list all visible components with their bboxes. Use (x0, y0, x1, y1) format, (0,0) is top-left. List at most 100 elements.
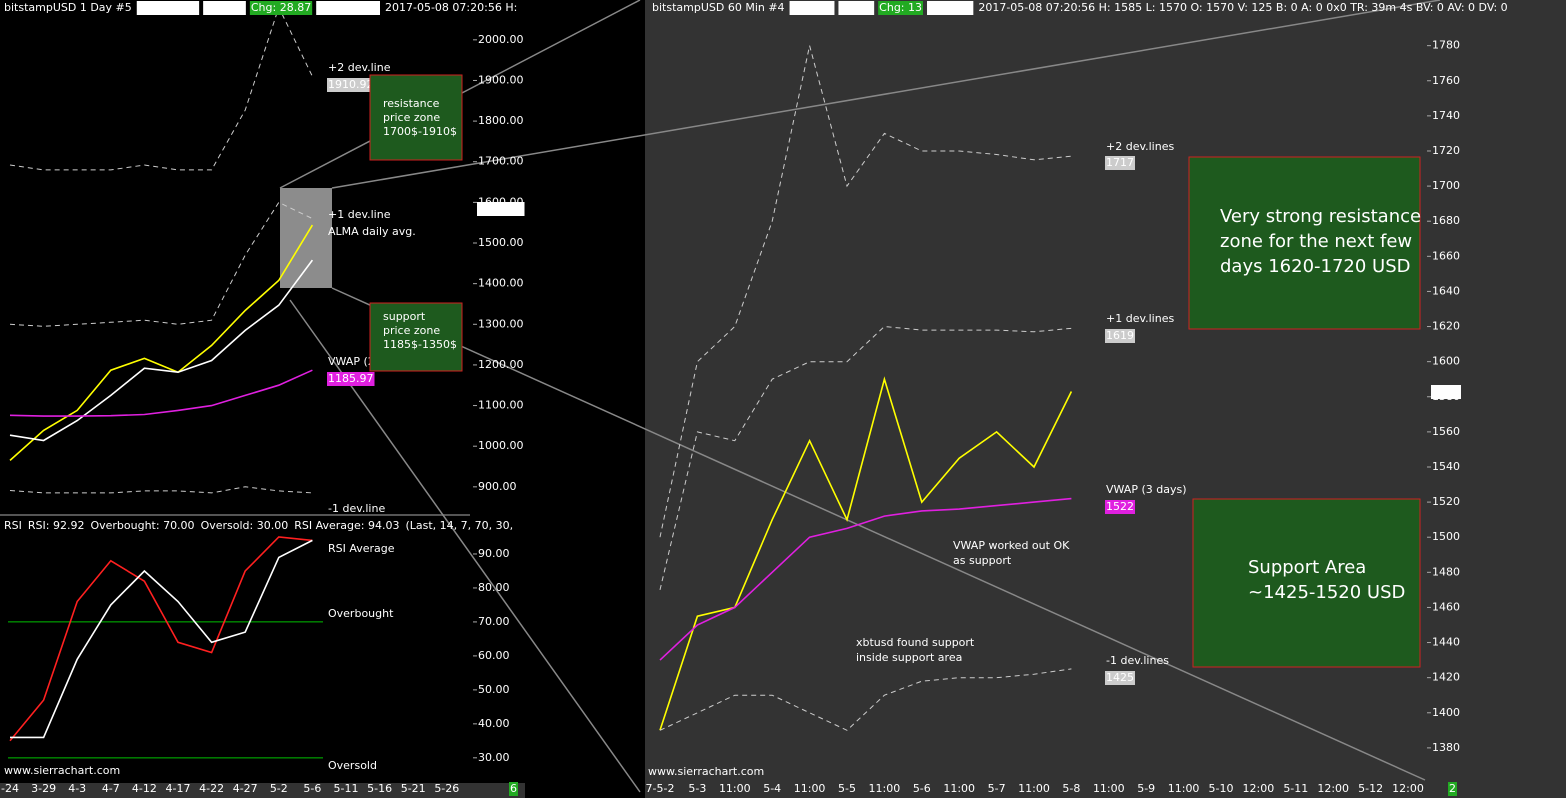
series-line (659, 376, 1073, 731)
y-tick-label: 60.00 (478, 649, 510, 662)
annotation: 1425 (1106, 671, 1134, 684)
series-line (10, 539, 313, 739)
y-tick-label: 1400.00 (478, 277, 524, 290)
annotation: ALMA daily avg. (328, 225, 416, 238)
annotation: inside support area (856, 651, 962, 664)
header-text: T: 227 (838, 1, 873, 14)
header-text: C: 1582.88 (138, 1, 198, 14)
y-tick-label: 1380 (1432, 741, 1460, 754)
y-tick-label: 1500.00 (478, 236, 524, 249)
x-tick-label: 4-22 (199, 782, 224, 795)
zone-box (1192, 498, 1421, 668)
header-text: C: 1583 (791, 1, 834, 14)
annotation-box (327, 78, 375, 92)
zone-box (369, 302, 463, 372)
x-tick-label: 4-7 (102, 782, 120, 795)
annotation: 2 (1449, 782, 1456, 795)
y-tick-label: 1440 (1432, 636, 1460, 649)
zone-text: ~1425-1520 USD (1248, 582, 1405, 603)
y-tick-label: 90.00 (478, 547, 510, 560)
annotation: Oversold (328, 759, 377, 772)
x-tick-label: 11:00 (794, 782, 826, 795)
annotation: +2 dev.lines (1106, 140, 1174, 153)
header-text: Chg: 28.87 (251, 1, 311, 14)
x-tick-label: 5-16 (367, 782, 392, 795)
annotation: 1717 (1106, 156, 1134, 169)
annotation: VWAP worked out OK (953, 539, 1070, 552)
header-text: Overbought: 70.00 (90, 519, 194, 532)
x-tick-label: 5-11 (1283, 782, 1308, 795)
annotation: as support (953, 554, 1012, 567)
y-tick-label: 1300.00 (478, 317, 524, 330)
y-tick-label: 1800.00 (478, 114, 524, 127)
annotation: 1583 (1432, 385, 1460, 398)
header-box (203, 1, 246, 15)
x-tick-label: 11:00 (1093, 782, 1125, 795)
x-tick-label: 5-6 (913, 782, 931, 795)
y-tick-label: 900.00 (478, 480, 517, 493)
header-text: RSI Average: 94.03 (294, 519, 399, 532)
annotation: 1910.92 (328, 78, 374, 91)
annotation-box (1431, 385, 1461, 399)
x-tick-label: 11:00 (1018, 782, 1050, 795)
x-tick-label: 5-11 (334, 782, 359, 795)
header-text: (Last, 14, 7, 70, 30, (405, 519, 513, 532)
annotation-box (1105, 671, 1135, 685)
annotation: 6 (510, 782, 517, 795)
zone-box (1188, 156, 1421, 330)
y-tick-label: 70.00 (478, 615, 510, 628)
zone-text: price zone (383, 324, 440, 337)
header-box (838, 1, 875, 15)
series-line (9, 224, 314, 461)
annotation: 1522 (1106, 500, 1134, 513)
x-tick-label: 7-5-2 (646, 782, 675, 795)
y-tick-label: 1620 (1432, 320, 1460, 333)
x-tick-label: 5-12 (1358, 782, 1383, 795)
zone-box (369, 74, 463, 161)
x-tick-label: 5-21 (401, 782, 426, 795)
header-text: 2017-05-08 07:20:56 H: (385, 1, 517, 14)
y-tick-label: 1720 (1432, 144, 1460, 157)
y-tick-label: 1700.00 (478, 155, 524, 168)
header-text: DChg: 0 (928, 1, 972, 14)
y-tick-label: 50.00 (478, 683, 510, 696)
series-line (9, 486, 313, 494)
x-tick-label: 4-27 (233, 782, 258, 795)
header-box (316, 1, 380, 15)
highlight-zone (280, 188, 332, 288)
series-line (9, 369, 313, 417)
header-text: T: 4294 (203, 1, 245, 14)
y-tick-label: 30.00 (478, 751, 510, 764)
y-tick-label: 1740 (1432, 109, 1460, 122)
y-tick-label: 1480 (1432, 565, 1460, 578)
y-tick-label: 1200.00 (478, 358, 524, 371)
annotation: VWAP (3 days) (1106, 483, 1187, 496)
y-tick-label: 1520 (1432, 495, 1460, 508)
x-tick-label: 5-4 (763, 782, 781, 795)
y-tick-label: 1100.00 (478, 399, 524, 412)
series-line (659, 668, 1072, 731)
series-line (659, 497, 1072, 661)
header-box (878, 1, 924, 15)
x-tick-label: 5-5 (838, 782, 856, 795)
annotation-box (1105, 500, 1135, 514)
x-tick-label: 4-12 (132, 782, 157, 795)
annotation-box (1448, 782, 1457, 796)
x-tick-label: 5-10 (1209, 782, 1234, 795)
y-tick-label: 1000.00 (478, 439, 524, 452)
y-tick-label: 1460 (1432, 600, 1460, 613)
y-tick-label: 80.00 (478, 581, 510, 594)
header-text: bitstampUSD 1 Day #5 (4, 1, 132, 14)
zone-text: 1700$-1910$ (383, 125, 457, 138)
x-tick-label: 4-3 (68, 782, 86, 795)
annotation: -1 dev.line (328, 502, 385, 515)
zone-text: price zone (383, 111, 440, 124)
series-line (9, 201, 313, 327)
series-line (9, 259, 314, 442)
x-tick-label: 12:00 (1317, 782, 1349, 795)
header-text: 2017-05-08 07:20:56 H: 1585 L: 1570 O: 1… (978, 1, 1507, 14)
x-tick-label: 11:00 (719, 782, 751, 795)
x-tick-label: 5-2 (270, 782, 288, 795)
zone-text: Support Area (1248, 557, 1366, 578)
annotation: -1 dev.lines (1106, 654, 1169, 667)
